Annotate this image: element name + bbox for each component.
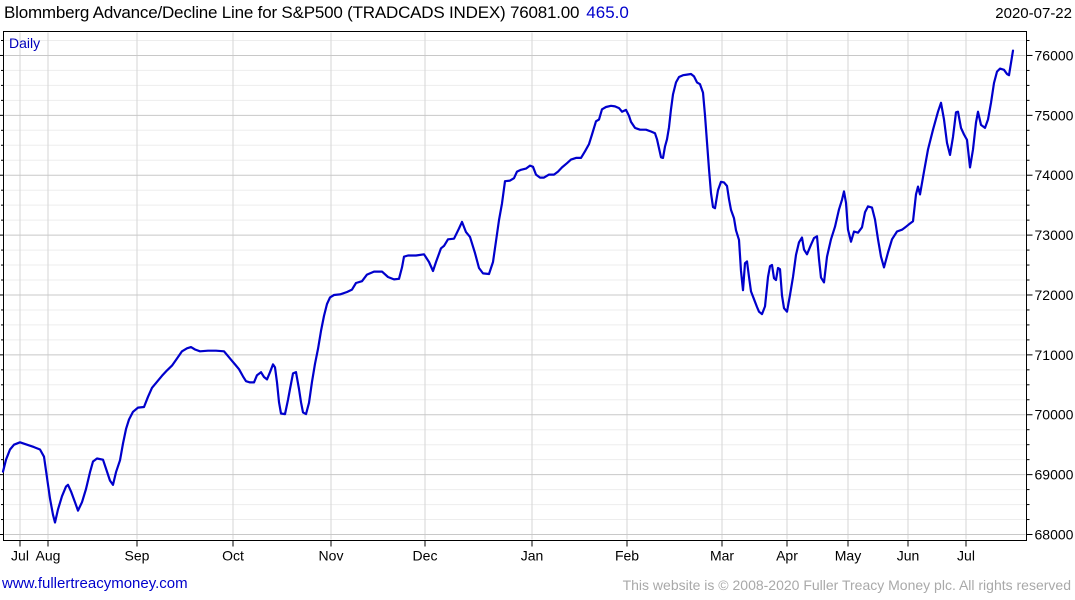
- x-axis-label: Sep: [125, 548, 150, 564]
- x-axis-label: Dec: [413, 548, 438, 564]
- x-axis-label: May: [835, 548, 861, 564]
- x-axis-label: Oct: [222, 548, 244, 564]
- y-axis-label: 72000: [1035, 287, 1074, 303]
- y-axis-label: 69000: [1035, 467, 1074, 483]
- interval-label: Daily: [9, 35, 41, 51]
- x-axis-label: Mar: [710, 548, 734, 564]
- x-axis-label: Jun: [897, 548, 920, 564]
- y-axis-label: 70000: [1035, 407, 1074, 423]
- y-axis-label: 68000: [1035, 527, 1074, 543]
- y-axis-label: 74000: [1035, 167, 1074, 183]
- x-axis-label: Apr: [776, 548, 798, 564]
- chart-change-value: 465.0: [586, 3, 629, 22]
- x-axis-label: Aug: [36, 548, 61, 564]
- y-axis-label: 76000: [1035, 47, 1074, 63]
- y-axis-label: 75000: [1035, 107, 1074, 123]
- chart-title: Blommberg Advance/Decline Line for S&P50…: [4, 3, 580, 22]
- x-axis-label: Feb: [615, 548, 639, 564]
- y-axis-label: 73000: [1035, 227, 1074, 243]
- site-link[interactable]: www.fullertreacymoney.com: [2, 575, 188, 592]
- x-axis-label: Jul: [11, 548, 29, 564]
- y-axis-label: 71000: [1035, 347, 1074, 363]
- chart-date: 2020-07-22: [995, 5, 1072, 22]
- x-axis-label: Jul: [957, 548, 975, 564]
- x-axis-label: Nov: [319, 548, 344, 564]
- x-axis-label: Jan: [521, 548, 544, 564]
- plot-border: [3, 31, 1027, 541]
- copyright-text: This website is © 2008-2020 Fuller Treac…: [622, 577, 1071, 593]
- chart-title-bar: Blommberg Advance/Decline Line for S&P50…: [4, 3, 1071, 23]
- price-line: [1, 49, 1015, 524]
